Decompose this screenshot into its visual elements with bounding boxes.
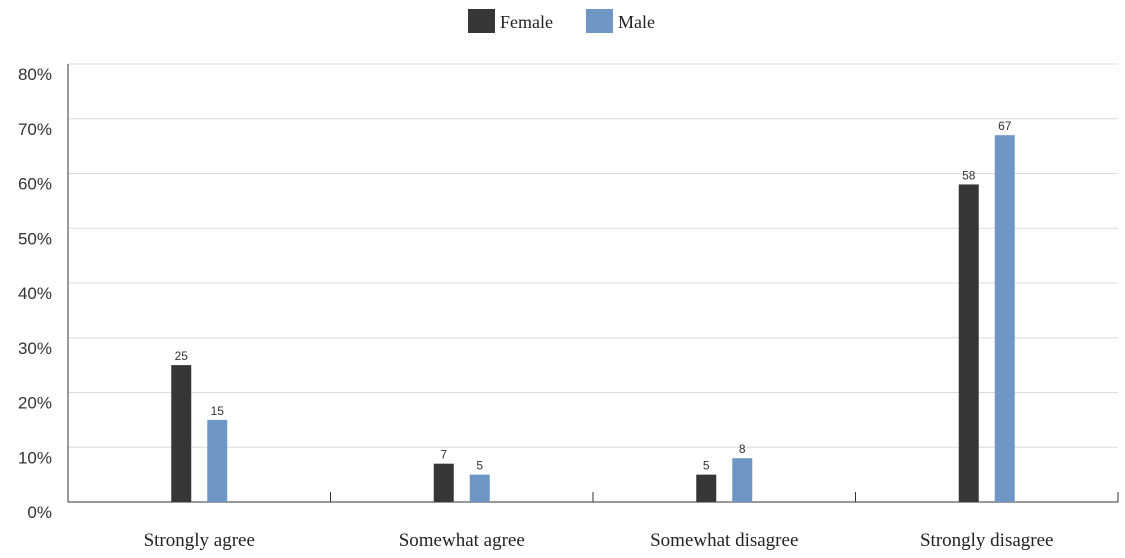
data-label: 5: [476, 459, 483, 473]
data-label: 15: [211, 404, 225, 418]
y-tick-label: 0%: [27, 503, 52, 522]
data-label: 5: [703, 459, 710, 473]
y-tick-label: 30%: [18, 339, 52, 358]
y-tick-label: 10%: [18, 448, 52, 467]
data-label: 25: [175, 349, 189, 363]
bar-female: [433, 463, 454, 502]
bar-female: [958, 184, 979, 502]
legend-label-female: Female: [500, 12, 553, 32]
x-tick-label: Somewhat agree: [399, 530, 525, 551]
data-label: 8: [739, 442, 746, 456]
legend-swatch-male: [586, 9, 613, 33]
y-axis: 0% 10% 20% 30% 40% 50% 60% 70% 80%: [18, 64, 69, 522]
bars: [171, 135, 1015, 503]
bar-female: [696, 474, 717, 502]
bar-male: [469, 474, 490, 502]
bar-male: [732, 458, 753, 502]
gridlines: [68, 63, 1118, 448]
data-label: 7: [440, 448, 447, 462]
bar-male: [994, 135, 1015, 503]
bar-female: [171, 365, 192, 502]
y-tick-label: 20%: [18, 394, 52, 413]
y-tick-label: 70%: [18, 120, 52, 139]
x-tick-label: Strongly agree: [144, 530, 255, 551]
y-tick-label: 80%: [18, 65, 52, 84]
legend: Female Male: [468, 9, 655, 33]
legend-swatch-female: [468, 9, 495, 33]
data-label: 67: [998, 119, 1012, 133]
y-tick-label: 60%: [18, 175, 52, 194]
legend-label-male: Male: [618, 12, 655, 32]
x-axis: Strongly agree Somewhat agree Somewhat dis…: [68, 492, 1119, 551]
x-tick-label: Somewhat disagree: [650, 530, 798, 551]
y-tick-label: 40%: [18, 284, 52, 303]
x-tick-label: Strongly disagree: [920, 530, 1054, 551]
data-label: 58: [962, 168, 976, 182]
bar-male: [207, 419, 228, 502]
y-tick-label: 50%: [18, 229, 52, 248]
